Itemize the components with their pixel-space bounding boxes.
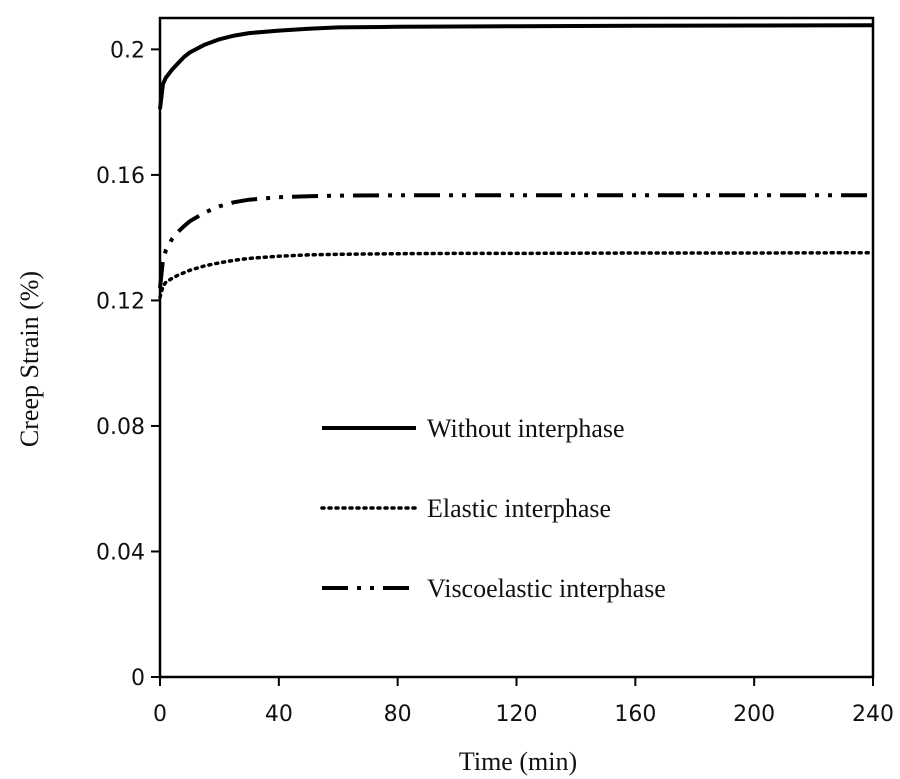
x-tick-label: 0 [153, 702, 167, 727]
y-axis-title: Creep Strain (%) [15, 271, 44, 447]
x-tick-label: 80 [384, 702, 412, 727]
series-line [158, 250, 875, 300]
series-line [158, 193, 873, 289]
legend-label: Elastic interphase [427, 494, 611, 523]
series-line [158, 23, 874, 110]
y-tick-label: 0.16 [96, 164, 145, 189]
x-tick-label: 200 [733, 702, 775, 727]
y-tick-label: 0.12 [96, 289, 145, 314]
x-tick-label: 120 [496, 702, 538, 727]
x-tick-label: 40 [265, 702, 293, 727]
y-tick-label: 0.04 [96, 540, 145, 565]
legend-label: Without interphase [427, 414, 625, 443]
y-tick-label: 0.08 [96, 415, 145, 440]
y-tick-label: 0 [131, 666, 145, 691]
x-axis-title: Time (min) [459, 747, 577, 776]
y-tick-label: 0.2 [110, 38, 145, 63]
x-tick-label: 160 [614, 702, 656, 727]
x-tick-label: 240 [852, 702, 894, 727]
legend-label: Viscoelastic interphase [427, 574, 666, 603]
